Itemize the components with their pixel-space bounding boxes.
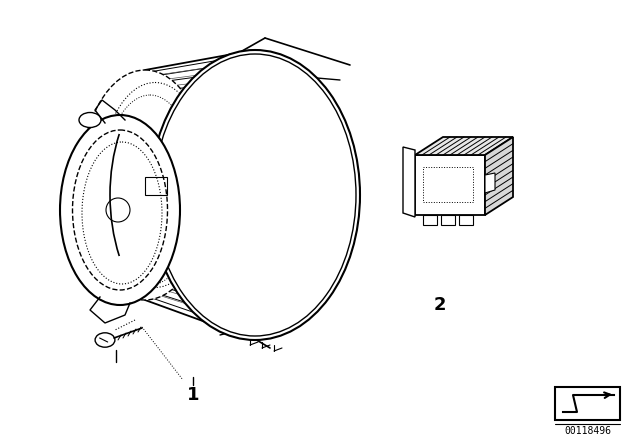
Ellipse shape	[95, 333, 115, 347]
Polygon shape	[415, 155, 485, 215]
FancyBboxPatch shape	[459, 215, 473, 225]
Text: 00118496: 00118496	[564, 426, 611, 436]
Ellipse shape	[60, 115, 180, 305]
FancyBboxPatch shape	[145, 177, 167, 195]
Text: 2: 2	[434, 296, 446, 314]
Ellipse shape	[80, 70, 210, 300]
Ellipse shape	[150, 50, 360, 340]
Polygon shape	[415, 137, 513, 155]
FancyBboxPatch shape	[441, 215, 455, 225]
Polygon shape	[403, 147, 415, 217]
Text: 1: 1	[187, 386, 199, 404]
FancyBboxPatch shape	[555, 387, 620, 420]
FancyBboxPatch shape	[423, 215, 437, 225]
Polygon shape	[485, 173, 495, 193]
Ellipse shape	[79, 112, 101, 128]
Polygon shape	[485, 137, 513, 215]
